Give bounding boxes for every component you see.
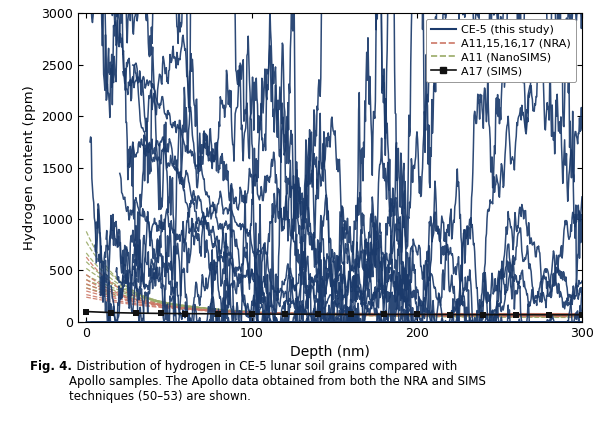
Legend: CE-5 (this study), A11,15,16,17 (NRA), A11 (NanoSIMS), A17 (SIMS): CE-5 (this study), A11,15,16,17 (NRA), A… <box>425 19 577 82</box>
Y-axis label: Hydrogen content (ppm): Hydrogen content (ppm) <box>23 85 36 250</box>
Text: Fig. 4.: Fig. 4. <box>30 360 72 373</box>
Text: Distribution of hydrogen in CE-5 lunar soil grains compared with
Apollo samples.: Distribution of hydrogen in CE-5 lunar s… <box>69 360 486 403</box>
X-axis label: Depth (nm): Depth (nm) <box>290 345 370 359</box>
